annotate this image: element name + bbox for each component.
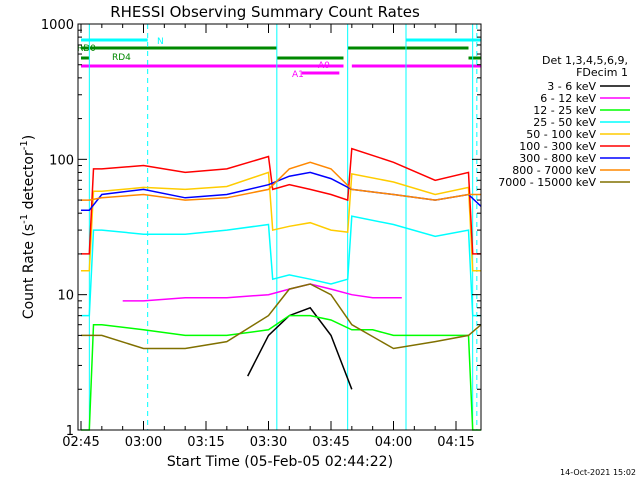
series-line [81,283,482,350]
legend-label: 6 - 12 keV [540,92,596,105]
chart-title: RHESSI Observing Summary Count Rates [110,3,420,21]
y-tick-label: 1 [66,424,74,439]
x-tick-label: 03:45 [312,435,349,450]
series-line [81,147,481,255]
plot-frame [77,23,482,431]
x-axis-label: Start Time (05-Feb-05 02:44:22) [167,454,393,470]
state-bar-label: A1 [292,70,304,80]
timestamp: 14-Oct-2021 15:02 [560,468,636,477]
state-bar-label: A0 [318,61,330,71]
y-tick-label: 1000 [41,18,74,33]
state-bar-label: N [157,37,164,47]
y-axis-label: Count Rate (s-1 detector-1) [19,135,37,319]
x-tick-label: 03:15 [187,435,224,450]
y-axis-label-sup2: -1 [19,140,30,150]
axes-group: 02:45 03:00 03:15 03:30 03:45 04:00 04:15 1 10 10… [41,18,481,450]
legend-label: 12 - 25 keV [533,104,596,117]
y-tick-label: 100 [49,153,74,168]
series-group [81,147,482,431]
legend-label: 50 - 100 keV [526,128,596,141]
x-tick-label: 03:30 [250,435,287,450]
series-line [81,171,481,272]
y-axis-label-sup1: -1 [19,214,30,224]
y-tick-label: 10 [57,289,74,304]
series-line [122,283,402,302]
x-tick-label: 04:00 [375,435,412,450]
legend-label: 7000 - 15000 keV [498,176,596,189]
legend-header: FDecim 1 [576,66,628,79]
y-axis-label-end: ) [21,135,37,140]
x-tick-label: 02:45 [62,435,99,450]
legend-label: 300 - 800 keV [519,152,596,165]
x-tick-label: 03:00 [125,435,162,450]
state-bar-label: RD0 [77,44,96,54]
state-bar-label: RD4 [112,53,131,63]
legend-header: Det 1,3,4,5,6,9, [542,54,628,67]
legend-label: 25 - 50 keV [533,116,596,129]
legend-label: 100 - 300 keV [519,140,596,153]
state-bars-group: N RD0 RD4 A0 A1 [77,37,481,80]
y-axis-label-mid: detector [21,150,37,214]
x-tick-label: 04:15 [437,435,474,450]
y-axis-label-main: Count Rate (s [21,224,37,319]
series-line [81,314,481,431]
series-line [81,161,481,201]
legend-label: 3 - 6 keV [547,80,596,93]
series-line [247,306,353,390]
legend-label: 800 - 7000 keV [512,164,596,177]
series-line [81,215,481,317]
